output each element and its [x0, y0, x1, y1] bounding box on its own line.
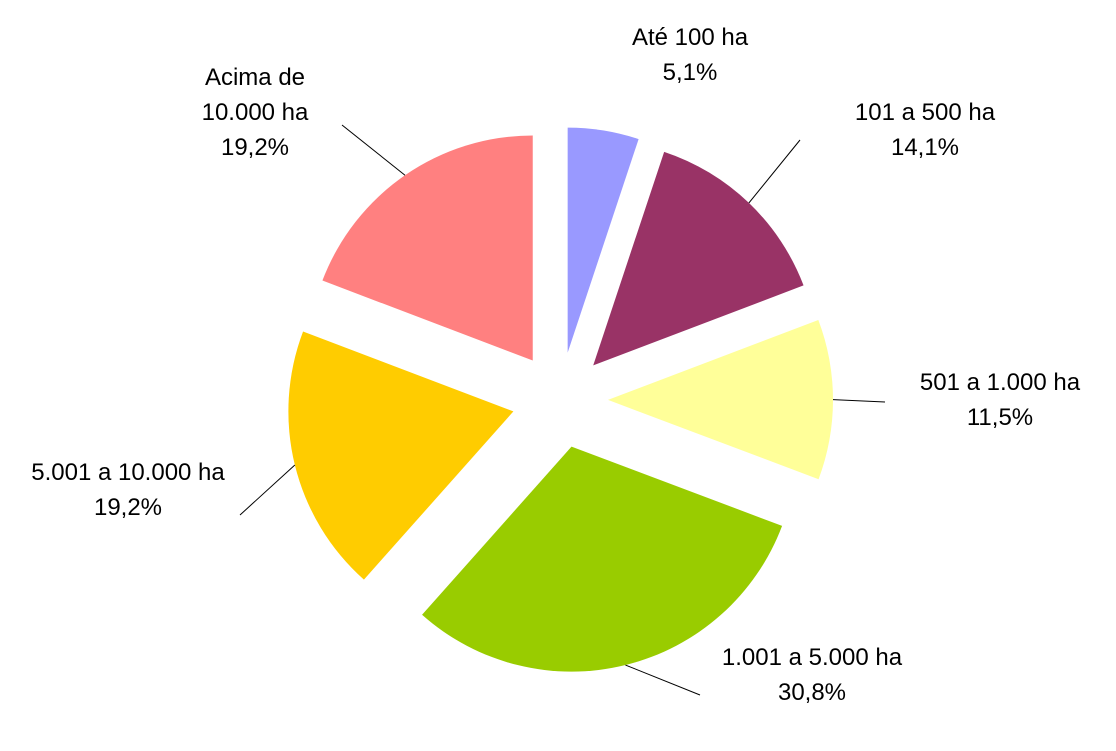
pie-slice: [607, 319, 833, 480]
value-label: 5,1%: [662, 59, 718, 86]
pie-slice: [422, 446, 783, 672]
value-label: 11,5%: [966, 404, 1034, 431]
category-label: 1.001 a 5.000 ha: [721, 644, 903, 671]
value-label: 19,2%: [93, 494, 163, 521]
leader-line: [625, 664, 701, 696]
category-label: 501 a 1.000 ha: [919, 369, 1081, 396]
category-label: 101 a 500 ha: [854, 99, 996, 126]
slice-label: 5.001 a 10.000 ha 19,2%: [8, 455, 248, 525]
category-label: Até 100 ha: [631, 24, 749, 51]
pie-slice: [567, 127, 639, 353]
value-label: 30,8%: [777, 679, 847, 706]
value-label: 19,2%: [220, 134, 290, 161]
slice-label: 501 a 1.000 ha 11,5%: [870, 365, 1116, 435]
category-label: 5.001 a 10.000 ha: [31, 459, 225, 486]
leader-line: [748, 139, 801, 204]
leader-line: [239, 464, 296, 516]
slice-label: 101 a 500 ha 14,1%: [815, 95, 1035, 165]
leader-line: [832, 399, 886, 403]
slice-label: 1.001 a 5.000 ha 30,8%: [702, 640, 922, 710]
pie-slice: [322, 135, 533, 361]
pie-slice: [288, 331, 514, 580]
category-label: Acima de 10.000 ha: [201, 64, 309, 126]
slice-label: Até 100 ha 5,1%: [590, 20, 790, 90]
pie-slice: [593, 151, 804, 366]
slice-label: Acima de 10.000 ha 19,2%: [170, 60, 340, 165]
leader-line: [341, 124, 406, 176]
value-label: 14,1%: [890, 134, 960, 161]
